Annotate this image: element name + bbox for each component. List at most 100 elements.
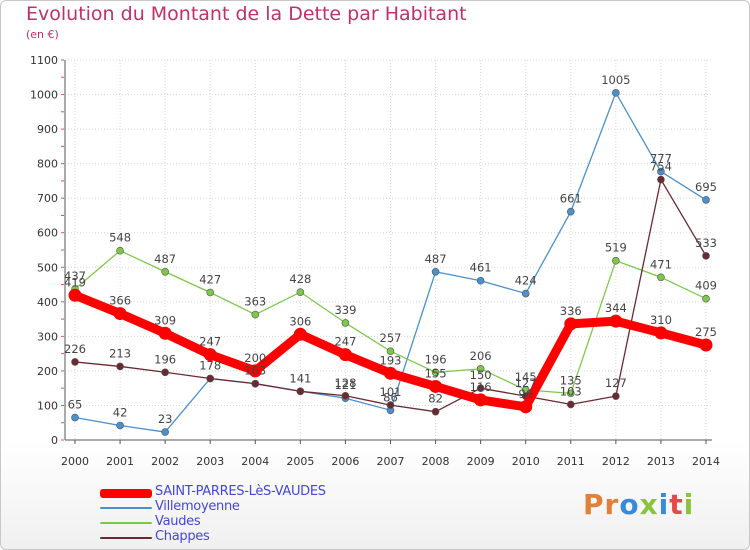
data-label: 1005 [601,73,630,87]
data-label: 409 [695,279,717,293]
data-label: 150 [470,368,492,382]
legend-item: Vaudes [100,514,400,530]
data-point [68,288,82,302]
data-point [699,338,713,352]
legend: SAINT-PARRES-LèS-VAUDES Villemoyenne Vau… [100,484,400,545]
data-label: 42 [113,405,128,419]
logo-letter: o [619,488,640,521]
y-tick-label: 400 [37,296,58,309]
data-point [296,387,305,396]
data-point [71,413,79,422]
y-tick-label: 0 [51,434,58,447]
data-label: 306 [289,314,311,328]
data-label: 487 [154,252,176,266]
x-tick-label: 2012 [602,455,630,468]
data-point [161,267,169,276]
x-tick-label: 2002 [151,455,179,468]
y-tick-label: 1100 [30,54,58,67]
data-point [612,89,620,97]
data-label: 82 [428,392,443,406]
data-point [431,407,440,416]
data-point [702,294,710,303]
data-label: 339 [334,303,356,317]
y-tick-label: 1000 [30,89,58,102]
proxiti-logo: Proxiti [583,488,694,521]
logo-letter: r [604,488,620,521]
y-tick-label: 300 [37,330,58,343]
data-point [338,348,352,362]
data-point [521,289,530,298]
data-label: 145 [515,370,537,384]
x-tick-label: 2010 [512,455,540,468]
data-label: 695 [695,180,717,194]
data-point [158,326,172,340]
data-label: 661 [560,192,582,206]
data-point [206,288,215,297]
logo-letter: x [639,488,659,521]
data-point [476,365,485,373]
data-point [431,368,440,377]
data-point [657,175,665,184]
data-label: 424 [515,274,537,288]
data-label: 127 [515,376,537,390]
data-label: 121 [334,378,356,392]
data-label: 247 [334,335,356,349]
data-label: 310 [650,313,672,327]
data-label: 116 [470,380,492,394]
data-label: 461 [470,261,492,275]
y-tick-label: 100 [37,399,58,412]
data-label: 336 [560,304,582,318]
data-label: 96 [518,387,533,401]
logo-letter: t [669,488,684,521]
data-label: 471 [650,257,672,271]
y-tick-label: 200 [37,365,58,378]
data-label: 103 [560,384,582,398]
data-label: 163 [244,364,266,378]
data-point [564,317,578,331]
data-label: 519 [605,241,627,255]
x-tick-label: 2014 [692,455,720,468]
data-label: 427 [199,272,221,286]
x-tick-label: 2008 [422,455,450,468]
data-point [203,348,217,362]
data-point [429,379,443,393]
data-point [566,207,575,216]
data-label: 196 [425,352,447,366]
x-tick-label: 2009 [467,455,495,468]
x-tick-label: 2007 [377,455,405,468]
data-point [293,327,307,341]
legend-item: Villemoyenne [100,499,400,515]
data-label: 437 [64,269,86,283]
data-point [654,326,668,340]
data-point [384,366,397,380]
data-label: 213 [109,346,131,360]
data-point [116,421,124,430]
data-label: 86 [383,390,398,404]
data-label: 754 [650,160,672,174]
data-label: 257 [380,331,402,345]
legend-label: SAINT-PARRES-LèS-VAUDES [155,484,326,499]
x-tick-label: 2011 [557,455,585,468]
data-point [476,276,485,285]
data-point [116,246,124,255]
data-label: 155 [425,366,447,380]
data-label: 777 [650,152,672,166]
data-point [702,252,710,260]
data-label: 419 [64,275,86,289]
legend-label: Chappes [155,529,210,544]
data-point [161,368,169,377]
data-label: 428 [289,272,311,286]
legend-item: Chappes [100,529,400,545]
data-label: 65 [68,398,83,412]
data-label: 200 [244,351,266,365]
data-label: 206 [470,349,492,363]
data-label: 23 [158,412,173,426]
data-point [116,362,124,371]
data-label: 193 [380,353,402,367]
data-point [71,358,79,366]
legend-swatch [100,507,152,509]
data-label: 366 [109,294,131,308]
data-point [251,379,260,388]
data-label: 487 [425,252,447,266]
data-label: 128 [334,376,356,390]
